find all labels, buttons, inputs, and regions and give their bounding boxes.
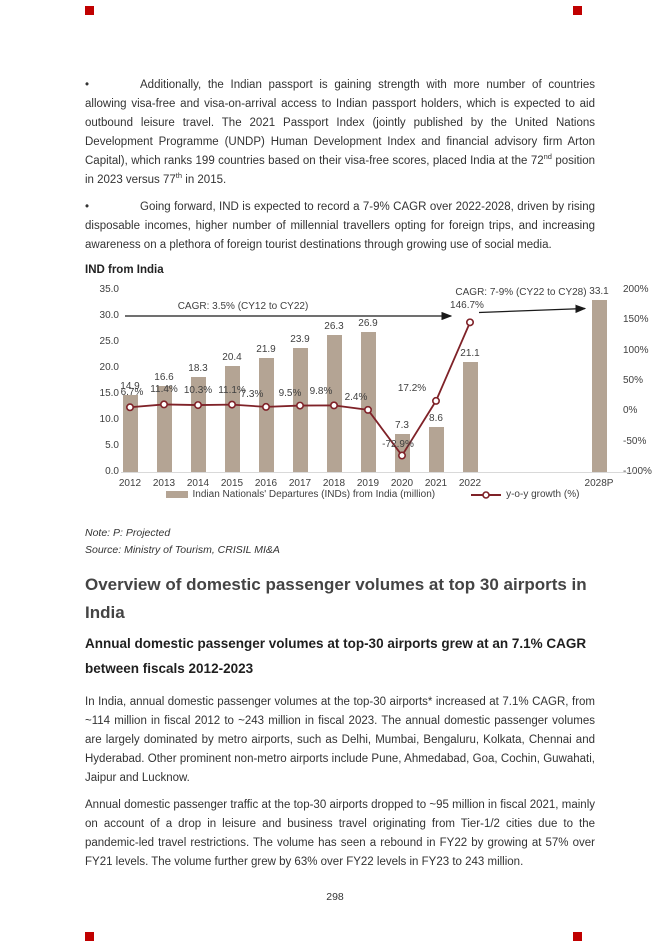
chart-source: Source: Ministry of Tourism, CRISIL MI&A bbox=[85, 544, 280, 556]
x-axis-tick-label: 2020 bbox=[390, 478, 414, 489]
legend-line-swatch-icon bbox=[471, 490, 502, 499]
paragraph-text: in 2015. bbox=[182, 174, 227, 186]
growth-point-label: 10.3% bbox=[183, 385, 213, 397]
bar-value-label: 21.9 bbox=[256, 344, 276, 356]
x-axis-tick-label: 2019 bbox=[356, 478, 380, 489]
trend-arrow bbox=[478, 304, 587, 314]
x-axis-tick-label: 2028P bbox=[584, 478, 614, 489]
page-content: • Additionally, the Indian passport is ga… bbox=[85, 76, 652, 880]
chart-notes: Note: P: Projected Source: Ministry of T… bbox=[85, 525, 595, 559]
growth-point-label: 146.7% bbox=[450, 300, 484, 312]
paragraph-text: Going forward, IND is expected to record… bbox=[85, 201, 595, 251]
y-axis-tick-label: 20.0 bbox=[99, 362, 119, 373]
right-axis-tick-label: 200% bbox=[623, 284, 649, 295]
bullet-icon: • bbox=[85, 201, 90, 213]
legend-item: Indian Nationals' Departures (INDs) from… bbox=[165, 489, 436, 500]
growth-point-label: 6.7% bbox=[120, 387, 144, 399]
chart-legend: Indian Nationals' Departures (INDs) from… bbox=[85, 489, 660, 500]
right-axis-tick-label: 150% bbox=[623, 314, 649, 326]
bar-value-label: 26.9 bbox=[358, 318, 378, 330]
bar bbox=[462, 362, 478, 472]
legend-label: y-o-y growth (%) bbox=[506, 489, 580, 500]
bar bbox=[156, 385, 172, 472]
bar bbox=[428, 427, 444, 472]
corner-marker-bottom-right bbox=[573, 932, 582, 941]
paragraph-text: Additionally, the Indian passport is gai… bbox=[85, 79, 595, 167]
chart-title: IND from India bbox=[85, 264, 164, 276]
page-number: 298 bbox=[326, 891, 344, 903]
y-axis-tick-label: 5.0 bbox=[105, 440, 119, 451]
bar bbox=[224, 365, 240, 472]
right-axis-tick-label: 50% bbox=[623, 375, 644, 386]
x-axis-tick-label: 2016 bbox=[254, 478, 278, 489]
y-axis-tick-label: 0.0 bbox=[105, 466, 119, 477]
x-axis-tick-label: 2017 bbox=[288, 478, 312, 489]
section-heading: Overview of domestic passenger volumes a… bbox=[85, 575, 587, 622]
x-axis-tick-label: 2013 bbox=[152, 478, 176, 489]
cagr-annotation-right: CAGR: 7-9% (CY22 to CY28) bbox=[455, 287, 587, 298]
x-axis-tick-label: 2021 bbox=[424, 478, 448, 489]
y-axis-tick-label: 15.0 bbox=[99, 388, 119, 399]
growth-point-marker bbox=[465, 318, 474, 327]
chart-note-projected: Note: P: Projected bbox=[85, 527, 171, 539]
paragraph-volume-growth: In India, annual domestic passenger volu… bbox=[85, 696, 595, 784]
legend-item: y-o-y growth (%) bbox=[471, 489, 579, 500]
departures-chart: 35.0 30.0 25.0 20.0 15.0 10.0 5.0 0.0 200% 150% 10… bbox=[85, 282, 660, 517]
growth-point-label: 11.1% bbox=[218, 384, 246, 396]
x-axis-tick-label: 2022 bbox=[458, 478, 482, 489]
paragraph-outlook: • Going forward, IND is expected to recor… bbox=[85, 198, 595, 255]
corner-marker-top-right bbox=[573, 6, 582, 15]
y-axis-tick-label: 30.0 bbox=[99, 310, 119, 321]
bar bbox=[591, 299, 607, 472]
bar bbox=[326, 335, 342, 472]
right-axis-tick-label: -50% bbox=[623, 435, 647, 447]
paragraph-passport-index: • Additionally, the Indian passport is ga… bbox=[85, 76, 595, 190]
y-axis-tick-label: 25.0 bbox=[99, 336, 119, 347]
right-axis-tick-label: 100% bbox=[623, 344, 649, 356]
bar bbox=[122, 394, 138, 472]
growth-point-label: 9.8% bbox=[309, 386, 333, 398]
corner-marker-top-left bbox=[85, 6, 94, 15]
superscript-ordinal: th bbox=[175, 171, 183, 181]
y-axis-tick-label: 10.0 bbox=[99, 414, 119, 425]
growth-point-label: 7.3% bbox=[240, 388, 264, 400]
right-axis-tick-label: 0% bbox=[623, 405, 638, 417]
x-axis-tick-label: 2015 bbox=[220, 478, 244, 489]
bar-value-label: 33.1 bbox=[589, 285, 609, 297]
growth-point-label: 11.4% bbox=[150, 384, 178, 396]
x-axis-tick-label: 2018 bbox=[322, 478, 346, 489]
growth-point-label: -72.9% bbox=[382, 438, 414, 450]
cagr-annotation-left: CAGR: 3.5% (CY12 to CY22) bbox=[177, 301, 309, 312]
superscript-ordinal: nd bbox=[543, 152, 552, 162]
bar-value-label: 8.6 bbox=[429, 413, 443, 425]
axis-baseline bbox=[121, 472, 635, 473]
paragraph-text: position in 2023 versus 77 bbox=[85, 155, 595, 186]
bar bbox=[292, 347, 308, 472]
x-axis-tick-label: 2012 bbox=[118, 478, 142, 489]
bar-value-label: 18.3 bbox=[188, 362, 208, 374]
bar-value-label: 23.9 bbox=[290, 333, 310, 345]
growth-point-label: 9.5% bbox=[278, 387, 302, 399]
right-axis-tick-label: -100% bbox=[623, 466, 652, 477]
corner-marker-bottom-left bbox=[85, 932, 94, 941]
bar-value-label: 21.1 bbox=[460, 348, 480, 360]
growth-point-label: 17.2% bbox=[397, 382, 427, 394]
legend-bar-swatch-icon bbox=[165, 491, 188, 498]
bar bbox=[258, 358, 274, 472]
x-axis-tick-label: 2014 bbox=[186, 478, 210, 489]
growth-point-marker bbox=[431, 396, 440, 405]
growth-point-label: 2.4% bbox=[344, 391, 368, 403]
paragraph-traffic-drop: Annual domestic passenger traffic at the… bbox=[85, 799, 595, 868]
bullet-icon: • bbox=[85, 79, 90, 91]
sub-heading: Annual domestic passenger volumes at top… bbox=[85, 636, 587, 676]
legend-label: Indian Nationals' Departures (INDs) from… bbox=[192, 489, 436, 500]
y-axis-tick-label: 35.0 bbox=[99, 284, 119, 295]
